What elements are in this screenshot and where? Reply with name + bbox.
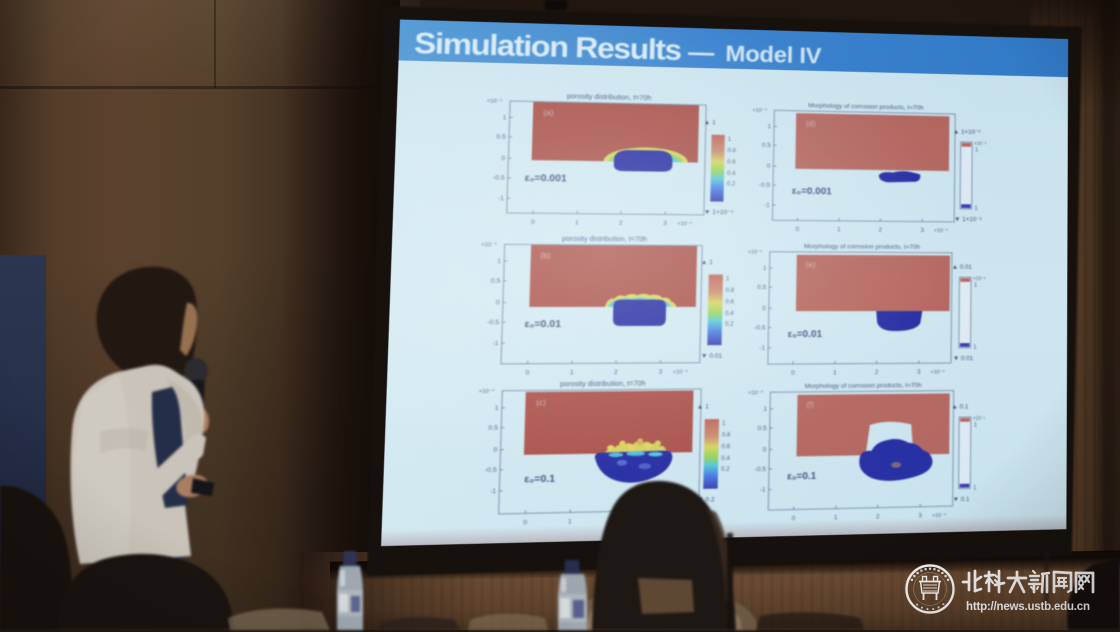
svg-text:http://news.ustb.edu.cn: http://news.ustb.edu.cn xyxy=(966,601,1090,613)
